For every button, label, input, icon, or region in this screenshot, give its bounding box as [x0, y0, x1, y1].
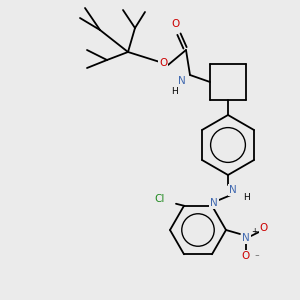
Text: ⁻: ⁻ — [254, 254, 259, 262]
Text: N: N — [229, 185, 237, 195]
Text: H: H — [172, 86, 178, 95]
Text: O: O — [159, 58, 167, 68]
Text: +: + — [251, 227, 257, 236]
Text: N: N — [242, 233, 250, 243]
Text: O: O — [242, 251, 250, 261]
Text: N: N — [178, 76, 186, 86]
Text: O: O — [171, 19, 179, 29]
Text: O: O — [260, 223, 268, 233]
Text: H: H — [243, 194, 249, 202]
Text: Cl: Cl — [155, 194, 165, 204]
Text: N: N — [210, 198, 218, 208]
